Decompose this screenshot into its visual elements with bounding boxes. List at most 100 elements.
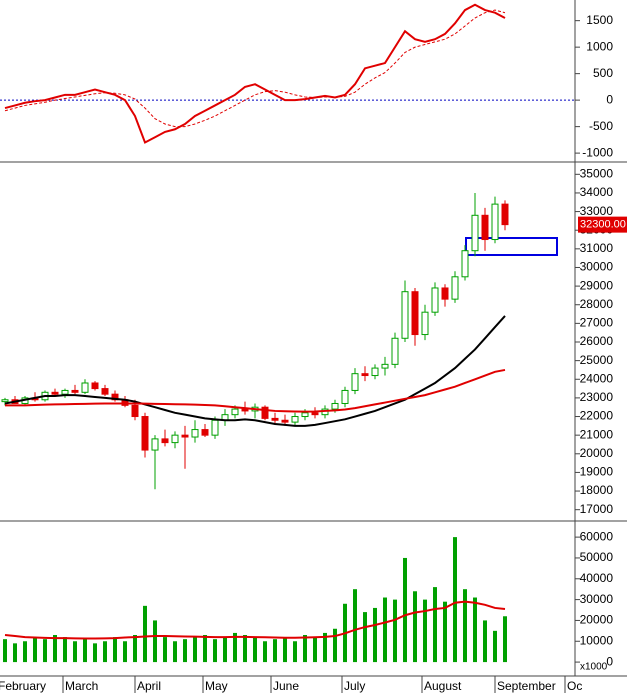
x-tick-label: Oc [567,679,582,693]
x-tick-label: September [497,679,556,693]
y-tick-label: 1500 [586,13,613,27]
volume-bar [163,637,167,663]
volume-bar [73,641,77,663]
volume-bar [443,601,447,663]
y-tick-label: 60000 [580,529,614,543]
candle-body [271,417,279,421]
volume-bar [193,637,197,663]
candle-body [351,373,359,391]
candle-body [311,412,319,416]
volume-bar [233,632,237,663]
candle-body [1,399,9,403]
volume-bar [453,537,457,663]
volume-bar [43,639,47,663]
candle-body [161,438,169,444]
y-tick-label: 33000 [580,204,614,218]
candle-body [181,434,189,438]
volume-bar [383,597,387,663]
series-line [4,315,506,427]
volume-bar [483,620,487,663]
candle-body [341,389,349,404]
y-tick-label: 28000 [580,297,614,311]
volume-bar [373,607,377,663]
unit-label: x1000 [580,662,608,673]
candle-body [191,429,199,438]
series-line [4,600,506,640]
candle-body [61,389,69,395]
candle-body [151,438,159,451]
candle-body [131,404,139,418]
x-tick-label: April [137,679,161,693]
candle-body [91,382,99,390]
y-tick-label: 30000 [580,260,614,274]
x-tick-label: May [205,679,228,693]
volume-bar [303,635,307,663]
volume-bar [123,641,127,663]
candle-body [501,203,509,226]
y-tick-label: 25000 [580,353,614,367]
y-tick-label: 30000 [580,592,614,606]
y-tick-label: 500 [593,66,613,80]
last-price-label: 32300.00 [580,219,626,231]
volume-bar [353,589,357,663]
volume-bar [153,620,157,663]
volume-bar [503,616,507,663]
candle-body [231,408,239,416]
volume-bar [493,630,497,663]
candle-body [441,287,449,300]
volume-bar [13,643,17,663]
volume-bar [253,637,257,663]
candle-body [201,429,209,436]
candle-body [491,203,499,241]
y-tick-label: 35000 [580,166,614,180]
candle-body [281,419,289,423]
y-tick-label: 1000 [586,39,613,53]
y-tick-label: 31000 [580,241,614,255]
candle-body [481,214,489,241]
volume-bar [433,587,437,663]
volume-bar [113,637,117,663]
candle-body [371,367,379,377]
volume-bar [173,641,177,663]
candle-body [361,373,369,377]
y-tick-label: 24000 [580,371,614,385]
y-tick-label: 0 [606,92,613,106]
y-tick-label: 50000 [580,550,614,564]
volume-bar [223,637,227,663]
volume-bar [103,641,107,663]
y-tick-label: 18000 [580,483,614,497]
y-tick-label: 23000 [580,390,614,404]
volume-bar [263,641,267,663]
y-tick-label: 40000 [580,571,614,585]
y-tick-label: 34000 [580,185,614,199]
annotation-box [465,237,558,256]
candle-body [331,402,339,410]
x-tick-label: June [273,679,299,693]
volume-bar [363,612,367,663]
x-tick-label: August [424,679,462,693]
volume-bar [313,637,317,663]
candle-body [461,250,469,278]
volume-bar [283,637,287,663]
x-tick-label: February [0,679,46,693]
candle-body [261,406,269,419]
candle-body [211,419,219,436]
volume-bar [403,557,407,663]
candle-body [101,388,109,395]
volume-bar [23,641,27,663]
volume-bar [33,637,37,663]
candle-body [71,389,79,393]
y-tick-label: 19000 [580,465,614,479]
y-tick-label: 27000 [580,316,614,330]
y-tick-label: 29000 [580,278,614,292]
volume-bar [3,639,7,663]
last-price-box [578,216,627,233]
volume-bar [323,632,327,663]
y-tick-label: 10000 [580,633,614,647]
y-tick-label: 22000 [580,409,614,423]
candle-body [391,337,399,365]
candle-body [171,434,179,444]
candle-body [421,311,429,336]
candle-body [51,391,59,395]
volume-bar [413,591,417,663]
